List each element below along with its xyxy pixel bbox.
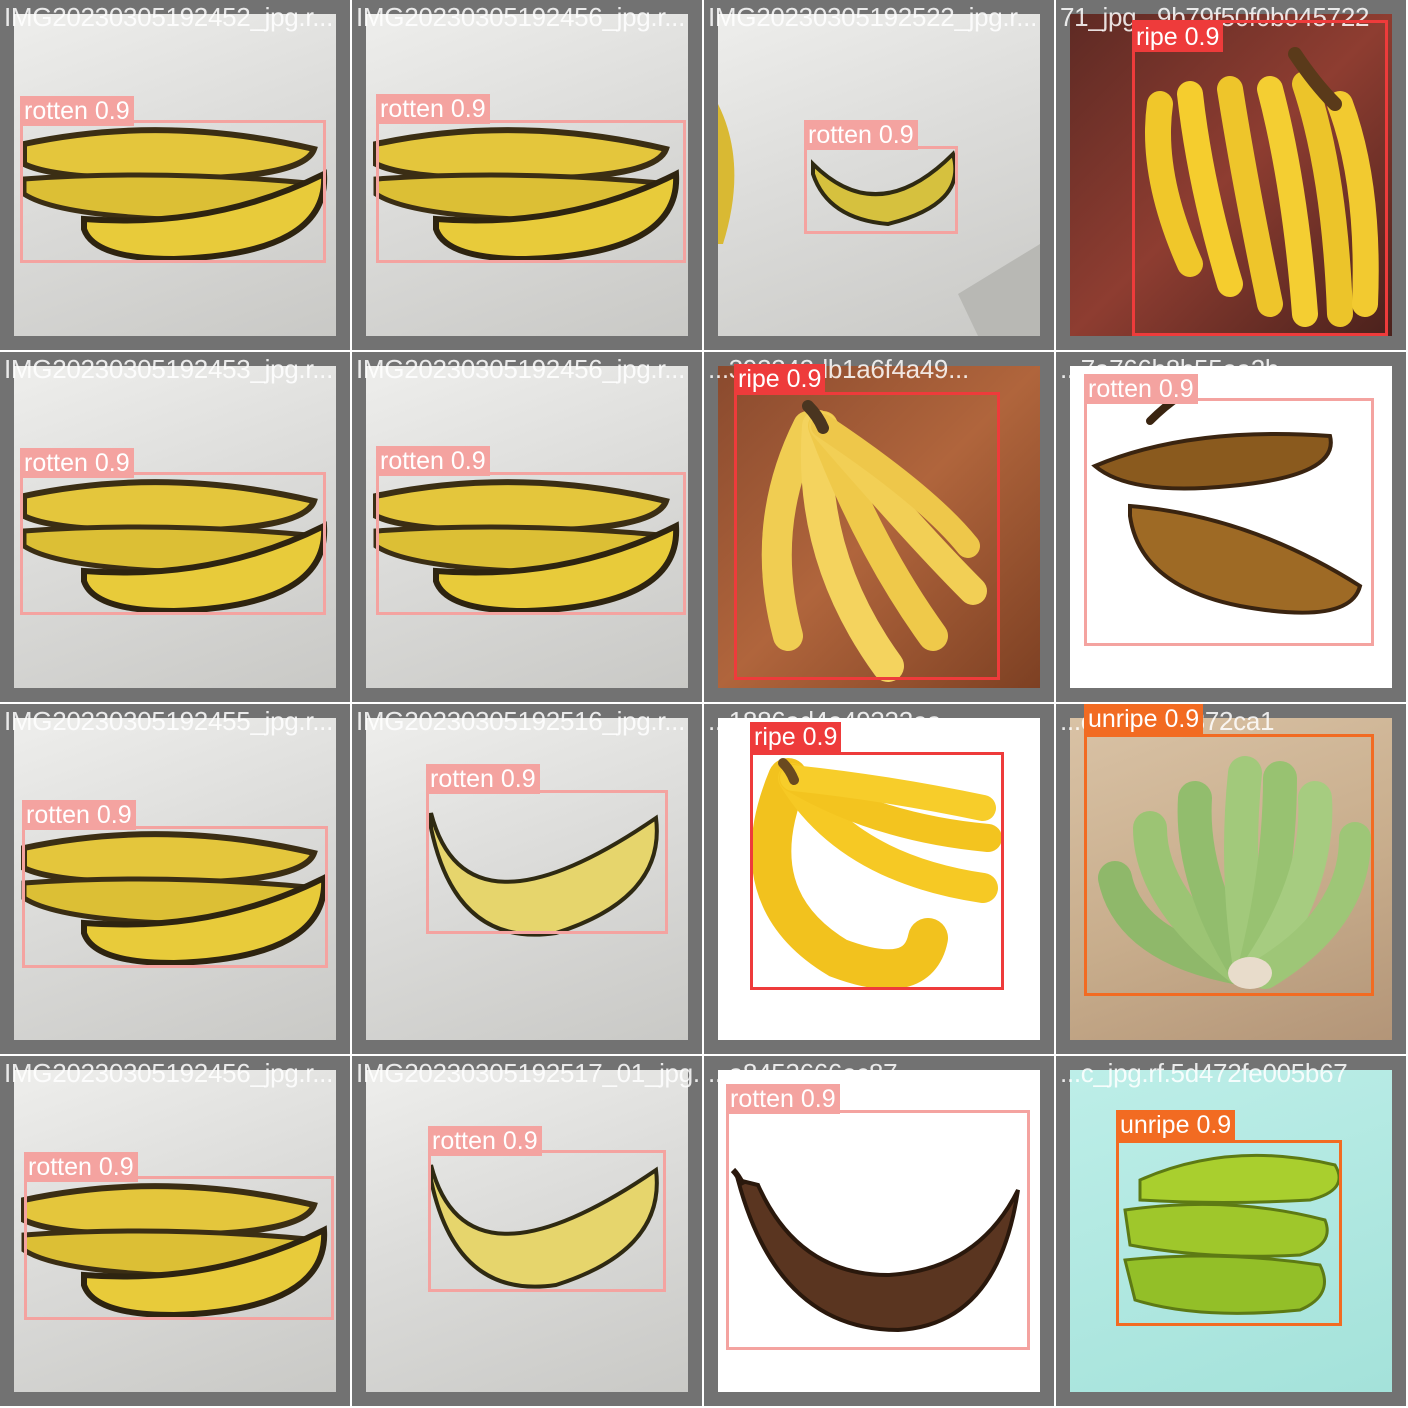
tile-12[interactable]: ...c1149124872ca1 unripe 0.9 <box>1056 704 1408 1056</box>
single-banana-image <box>718 104 1040 336</box>
bounding-box[interactable] <box>750 752 1004 990</box>
detection-label: rotten 0.9 <box>376 446 490 476</box>
bounding-box[interactable] <box>726 1110 1030 1350</box>
detection-label: rotten 0.9 <box>1084 374 1198 404</box>
bounding-box[interactable] <box>804 146 958 234</box>
photo <box>718 14 1040 336</box>
tile-1[interactable]: IMG20230305192452_jpg.r... rotten 0.9 <box>0 0 352 352</box>
photo <box>1070 366 1392 688</box>
photo <box>1070 14 1392 336</box>
detection-label: rotten 0.9 <box>20 448 134 478</box>
detection-label: rotten 0.9 <box>428 1126 542 1156</box>
tile-16[interactable]: ...c_jpg.rf.5d472fe005b67 unripe 0.9 <box>1056 1056 1408 1408</box>
banana-bunch-image <box>761 400 987 682</box>
bounding-box[interactable] <box>426 790 668 934</box>
unripe-banana-bunch-image <box>1098 756 1371 989</box>
rotten-banana-image <box>1091 392 1363 615</box>
photo <box>718 366 1040 688</box>
photo <box>718 718 1040 1040</box>
detection-label: rotten 0.9 <box>726 1084 840 1114</box>
bounding-box[interactable] <box>24 1176 334 1320</box>
tile-9[interactable]: IMG20230305192455_jpg.r... rotten 0.9 <box>0 704 352 1056</box>
detection-label: rotten 0.9 <box>22 800 136 830</box>
photo <box>366 1070 688 1392</box>
photo <box>366 14 688 336</box>
tile-6[interactable]: IMG20230305192456_jpg.r... rotten 0.9 <box>352 352 704 704</box>
detection-label: rotten 0.9 <box>804 120 918 150</box>
tile-15[interactable]: ...a8452666ec87... rotten 0.9 <box>704 1056 1056 1408</box>
banana-bunch-image <box>373 127 680 263</box>
banana-bunch-image <box>373 479 680 615</box>
detection-label: unripe 0.9 <box>1116 1110 1236 1140</box>
banana-bunch-image <box>21 831 328 967</box>
bounding-box[interactable] <box>376 120 686 263</box>
bounding-box[interactable] <box>1084 734 1374 996</box>
photo <box>14 366 336 688</box>
banana-bunch-image <box>751 758 1002 990</box>
photo <box>718 1070 1040 1392</box>
detection-label: ripe 0.9 <box>750 722 842 752</box>
tile-4[interactable]: 71_jpg...9b79f50f0b045722 ripe 0.9 <box>1056 0 1408 352</box>
photo <box>14 718 336 1040</box>
tile-2[interactable]: IMG20230305192456_jpg.r... rotten 0.9 <box>352 0 704 352</box>
detection-label: rotten 0.9 <box>24 1152 138 1182</box>
tile-14[interactable]: IMG20230305192517_01_jpg... rotten 0.9 <box>352 1056 704 1408</box>
bounding-box[interactable] <box>1116 1140 1342 1326</box>
banana-bunch-image <box>21 479 328 615</box>
detection-label: unripe 0.9 <box>1084 704 1204 734</box>
bounding-box[interactable] <box>1084 398 1374 646</box>
single-banana-image <box>429 1164 659 1289</box>
single-banana-image <box>429 812 659 937</box>
detection-label: rotten 0.9 <box>20 96 134 126</box>
bounding-box[interactable] <box>734 392 1000 680</box>
bounding-box[interactable] <box>20 120 326 263</box>
tile-7[interactable]: ...393342db1a6f4a49... ripe 0.9 <box>704 352 1056 704</box>
bounding-box[interactable] <box>22 826 328 968</box>
bounding-box[interactable] <box>428 1150 666 1292</box>
tile-13[interactable]: IMG20230305192456_jpg.r... rotten 0.9 <box>0 1056 352 1408</box>
unripe-banana-image <box>1123 1153 1341 1315</box>
detection-label: rotten 0.9 <box>426 764 540 794</box>
photo <box>14 1070 336 1392</box>
photo <box>366 366 688 688</box>
banana-bunch-image <box>1145 47 1379 327</box>
photo <box>14 14 336 336</box>
photo <box>1070 718 1392 1040</box>
detection-label: ripe 0.9 <box>1132 22 1224 52</box>
bounding-box[interactable] <box>376 472 686 615</box>
detection-label: rotten 0.9 <box>376 94 490 124</box>
tile-5[interactable]: IMG20230305192453_jpg.r... rotten 0.9 <box>0 352 352 704</box>
banana-bunch-image <box>21 1183 328 1319</box>
tile-8[interactable]: ...7a766b8b55ea2b rotten 0.9 <box>1056 352 1408 704</box>
rotten-banana-image <box>730 1167 1020 1333</box>
bounding-box[interactable] <box>1132 20 1388 336</box>
bounding-box[interactable] <box>20 472 326 615</box>
tile-11[interactable]: ...1886ad4e49332ea... ripe 0.9 <box>704 704 1056 1056</box>
tile-10[interactable]: IMG20230305192516_jpg.r... rotten 0.9 <box>352 704 704 1056</box>
detection-label: ripe 0.9 <box>734 364 826 394</box>
banana-bunch-image <box>21 127 328 263</box>
tile-3[interactable]: IMG20230305192522_jpg.r... rotten 0.9 <box>704 0 1056 352</box>
